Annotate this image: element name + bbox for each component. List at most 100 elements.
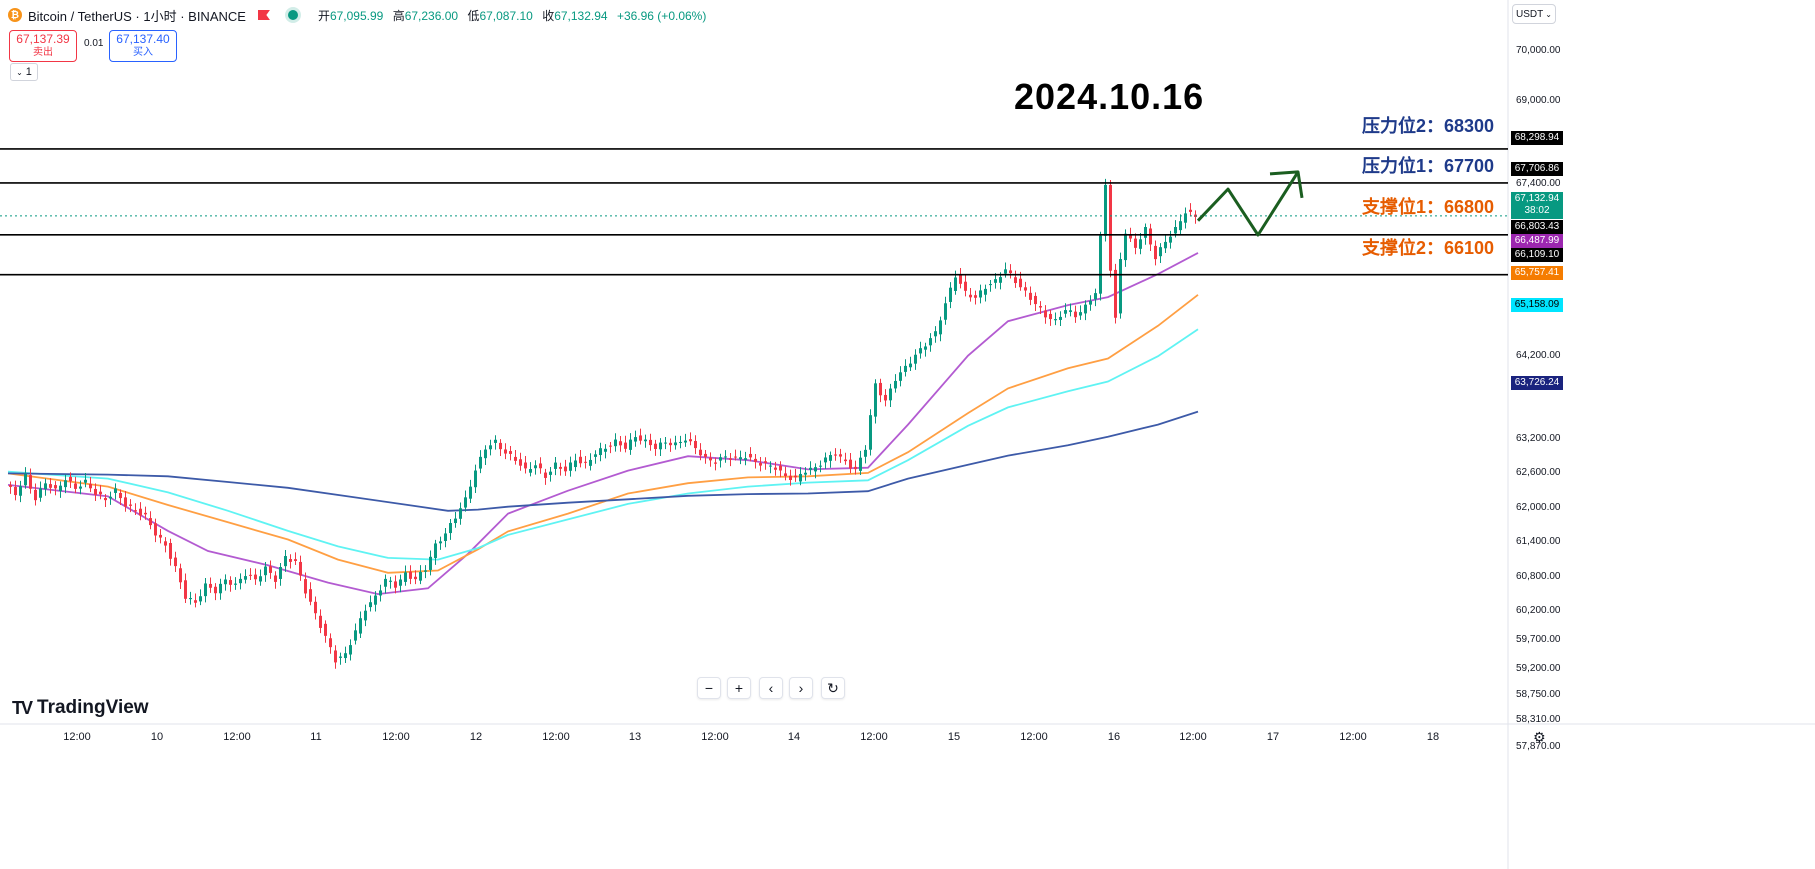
candle-body <box>149 518 152 526</box>
x-tick-label: 12:00 <box>63 731 91 743</box>
candle-body <box>244 576 247 580</box>
high-value: 67,236.00 <box>404 8 459 23</box>
candle-body <box>389 580 392 582</box>
sell-price: 67,137.39 <box>16 32 70 46</box>
candle-body <box>64 480 67 488</box>
candle-body <box>44 483 47 490</box>
scroll-left-button[interactable]: ‹ <box>759 677 783 699</box>
candle-body <box>614 439 617 447</box>
candle-body <box>1119 259 1122 314</box>
candle-body <box>884 394 887 401</box>
candle-body <box>1189 209 1192 212</box>
candle-body <box>1004 269 1007 274</box>
sell-button[interactable]: 67,137.39 卖出 <box>9 30 77 62</box>
buy-label: 买入 <box>133 47 153 58</box>
candle-body <box>399 579 402 586</box>
candle-body <box>294 559 297 561</box>
candle-body <box>699 449 702 456</box>
candle-body <box>404 572 407 582</box>
candle-body <box>704 453 707 457</box>
candle-body <box>69 476 72 482</box>
candle-body <box>334 650 337 663</box>
candle-body <box>504 449 507 454</box>
collapse-indicators-button[interactable]: ⌄ 1 <box>10 63 38 81</box>
candle-body <box>599 448 602 456</box>
market-status-icon <box>287 10 298 20</box>
candle-body <box>889 388 892 401</box>
candle-body <box>739 457 742 460</box>
x-tick-label: 16 <box>1107 731 1121 743</box>
candle-body <box>1029 292 1032 300</box>
candle-body <box>1174 227 1177 234</box>
candle-body <box>879 382 882 396</box>
candle-body <box>224 579 227 585</box>
candle-body <box>409 571 412 579</box>
candle-body <box>809 467 812 470</box>
candle-body <box>734 456 737 458</box>
candle-body <box>679 441 682 443</box>
candle-body <box>184 580 187 599</box>
candle-body <box>839 454 842 457</box>
candle-body <box>1179 221 1182 231</box>
flag-icon[interactable] <box>257 10 270 20</box>
candle-body <box>714 462 717 464</box>
price-tag-support-2: 66,109.10 <box>1511 248 1563 262</box>
candle-body <box>854 466 857 470</box>
symbol-title[interactable]: Bitcoin / TetherUS · 1小时 · BINANCE <box>28 8 246 24</box>
candle-body <box>124 497 127 507</box>
candle-body <box>1149 228 1152 245</box>
candle-body <box>624 442 627 449</box>
scroll-right-button[interactable]: › <box>789 677 813 699</box>
arrow-head <box>1269 170 1304 199</box>
candle-body <box>1074 311 1077 318</box>
candle-body <box>1019 278 1022 288</box>
candle-body <box>674 442 677 446</box>
candle-body <box>804 472 807 475</box>
candle-body <box>539 463 542 469</box>
candle-body <box>354 630 357 641</box>
candle-body <box>909 363 912 368</box>
tradingview-logo[interactable]: TV TradingView <box>12 697 149 719</box>
projection-path <box>1196 171 1300 237</box>
candle-body <box>99 491 102 495</box>
candle-body <box>114 488 117 493</box>
candle-body <box>549 471 552 475</box>
open-label: 开 <box>317 8 330 23</box>
candle-body <box>329 638 332 648</box>
annotation-date: 2024.10.16 <box>1014 76 1205 117</box>
candle-body <box>1069 310 1072 312</box>
candle-body <box>434 543 437 558</box>
zoom-out-button[interactable]: − <box>697 677 721 699</box>
candle-body <box>789 475 792 481</box>
reset-chart-button[interactable]: ↻ <box>821 677 845 699</box>
candle-body <box>659 442 662 450</box>
candle-body <box>84 479 87 483</box>
candle-body <box>229 580 232 585</box>
candle-body <box>499 442 502 450</box>
last-price: 67,132.94 <box>1514 193 1560 204</box>
buy-button[interactable]: 67,137.40 买入 <box>109 30 177 62</box>
candle-body <box>284 556 287 567</box>
close-label: 收 <box>542 8 555 23</box>
sell-label: 卖出 <box>33 47 53 58</box>
candle-body <box>1109 184 1112 271</box>
high-label: 高 <box>392 8 405 23</box>
y-tick-label: 57,870.00 <box>1516 741 1561 752</box>
candle-body <box>139 508 142 516</box>
candle-body <box>49 484 52 488</box>
candle-body <box>899 372 902 381</box>
x-tick-label: 15 <box>947 731 961 743</box>
candle-body <box>799 473 802 482</box>
candle-body <box>374 595 377 605</box>
y-tick-label: 58,750.00 <box>1516 689 1561 700</box>
candle-body <box>454 518 457 524</box>
candle-body <box>999 277 1002 283</box>
currency-selector[interactable]: USDT ⌄ <box>1512 4 1556 24</box>
candle-body <box>959 274 962 284</box>
gear-icon[interactable]: ⚙ <box>1533 729 1546 745</box>
candle-body <box>1034 295 1037 305</box>
candle-body <box>694 440 697 449</box>
candle-body <box>1134 238 1137 248</box>
candle-body <box>964 281 967 291</box>
zoom-in-button[interactable]: + <box>727 677 751 699</box>
